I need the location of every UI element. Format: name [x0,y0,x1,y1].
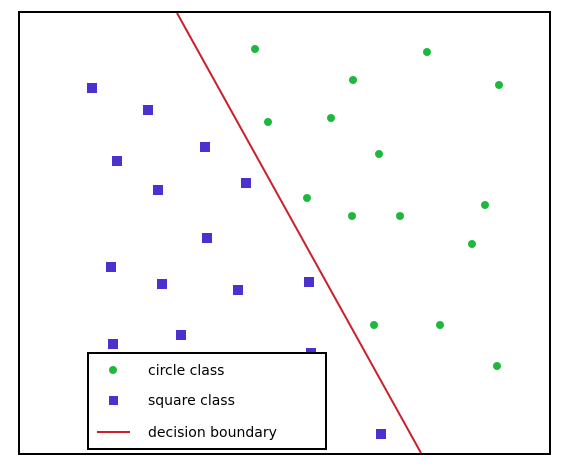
legend: circle class square class decision bound… [87,352,327,450]
circle-class-point [251,45,259,53]
circle-class-point [396,212,404,220]
circle-class-point [303,194,311,202]
square-class-point [157,279,167,289]
square-class-point [108,339,118,349]
circle-class-point [468,240,476,248]
legend-circle-marker [109,366,117,374]
decision-boundary-line [176,12,422,454]
circle-class-point [264,118,272,126]
square-class-point [143,105,153,115]
circle-class-point [493,362,501,370]
legend-square-marker [109,396,118,405]
legend-label-circle-class: circle class [148,363,224,379]
square-class-point [106,262,116,272]
square-class-point [153,185,163,195]
square-class-point [304,277,314,287]
circle-class-point [481,201,489,209]
legend-label-square-class: square class [148,393,235,409]
circle-class-point [375,150,383,158]
circle-class-point [349,76,357,84]
square-class-point [200,142,210,152]
data-points [87,45,503,439]
circle-class-point [423,48,431,56]
square-class-point [176,330,186,340]
circle-class-point [327,114,335,122]
circle-class-point [348,212,356,220]
square-class-point [112,156,122,166]
legend-label-decision-boundary: decision boundary [148,425,277,441]
circle-class-point [370,321,378,329]
square-class-point [376,429,386,439]
circle-class-point [436,321,444,329]
square-class-point [202,233,212,243]
circle-class-point [495,81,503,89]
square-class-point [241,178,251,188]
square-class-point [87,83,97,93]
square-class-point [233,285,243,295]
